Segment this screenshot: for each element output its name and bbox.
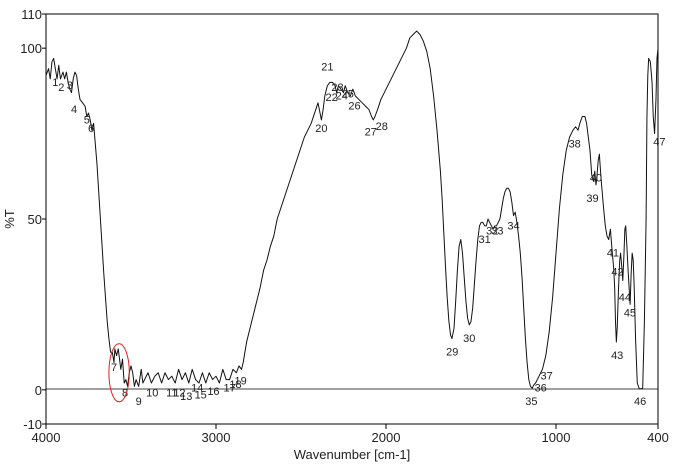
peak-label: 3 bbox=[67, 80, 73, 92]
peak-label: 24 bbox=[336, 90, 348, 102]
x-tick-label: 1000 bbox=[542, 430, 571, 445]
peak-label: 15 bbox=[195, 389, 207, 401]
peak-label: 42 bbox=[611, 266, 623, 278]
peak-label: 20 bbox=[315, 123, 327, 135]
peak-label: 37 bbox=[541, 371, 553, 383]
peak-label: 5 bbox=[84, 114, 90, 126]
peak-label: 13 bbox=[180, 391, 192, 403]
peak-label: 6 bbox=[88, 123, 94, 135]
peak-label: 18 bbox=[229, 379, 241, 391]
peak-label: 31 bbox=[478, 234, 490, 246]
peak-label: 26 bbox=[348, 101, 360, 113]
peak-label: 36 bbox=[535, 383, 547, 395]
peak-label: 41 bbox=[607, 248, 619, 260]
peak-label: 32 bbox=[486, 225, 498, 237]
peak-label: 11 bbox=[166, 388, 177, 400]
y-tick-label: 110 bbox=[21, 7, 42, 22]
plot-frame bbox=[45, 13, 659, 425]
annotations bbox=[108, 343, 130, 403]
peak-label: 19 bbox=[235, 376, 247, 388]
peak-label: 38 bbox=[569, 138, 581, 150]
x-tick-label: 3000 bbox=[202, 430, 231, 445]
y-tick-label: 50 bbox=[28, 212, 42, 227]
peak-label: 9 bbox=[136, 396, 142, 408]
x-tick-label: 2000 bbox=[372, 430, 401, 445]
peak-label: 10 bbox=[146, 388, 158, 400]
peak-label: 27 bbox=[365, 126, 377, 138]
peak-label: 28 bbox=[376, 121, 388, 133]
peak-label: 30 bbox=[463, 333, 475, 345]
peak-label: 40 bbox=[590, 172, 602, 184]
x-tick-label: 400 bbox=[647, 430, 669, 445]
y-axis-ticks: 110 100 50 0 -10 bbox=[20, 7, 46, 432]
x-axis-ticks: 4000 3000 2000 1000 400 bbox=[32, 424, 669, 445]
peak-label: 47 bbox=[653, 137, 665, 149]
peak-label: 21 bbox=[321, 61, 333, 73]
peak-label: 44 bbox=[619, 292, 631, 304]
peak-label: 45 bbox=[624, 307, 636, 319]
peak-label: 4 bbox=[71, 104, 77, 116]
peak-label: 43 bbox=[611, 350, 623, 362]
x-axis-title: Wavenumber [cm-1] bbox=[294, 447, 411, 462]
y-axis-title: %T bbox=[2, 209, 17, 229]
x-tick-label: 4000 bbox=[32, 430, 61, 445]
peak-label: 17 bbox=[223, 383, 235, 395]
peak-label: 22 bbox=[325, 92, 337, 104]
peak-label: 16 bbox=[207, 386, 219, 398]
peak-label: 35 bbox=[525, 396, 537, 408]
peak-label: 46 bbox=[634, 396, 646, 408]
peak-label: 14 bbox=[191, 383, 203, 395]
peak-label: 2 bbox=[58, 82, 64, 94]
y-tick-label: 0 bbox=[35, 383, 42, 398]
peak-label: 12 bbox=[173, 388, 185, 400]
spectrum-line bbox=[45, 30, 659, 390]
peak-label: 25 bbox=[342, 89, 354, 101]
peak-label: 39 bbox=[586, 193, 598, 205]
y-tick-label: -10 bbox=[23, 417, 42, 432]
peak-label: 29 bbox=[446, 347, 458, 359]
y-tick-label: 100 bbox=[20, 41, 42, 56]
peak-label: 23 bbox=[331, 82, 343, 94]
peak-label: 1 bbox=[52, 77, 58, 89]
highlight-ellipse bbox=[108, 343, 130, 403]
peak-label: 34 bbox=[507, 220, 519, 232]
peak-label: 8 bbox=[122, 388, 128, 400]
peak-label: 33 bbox=[491, 225, 503, 237]
peak-label: 7 bbox=[111, 362, 117, 374]
